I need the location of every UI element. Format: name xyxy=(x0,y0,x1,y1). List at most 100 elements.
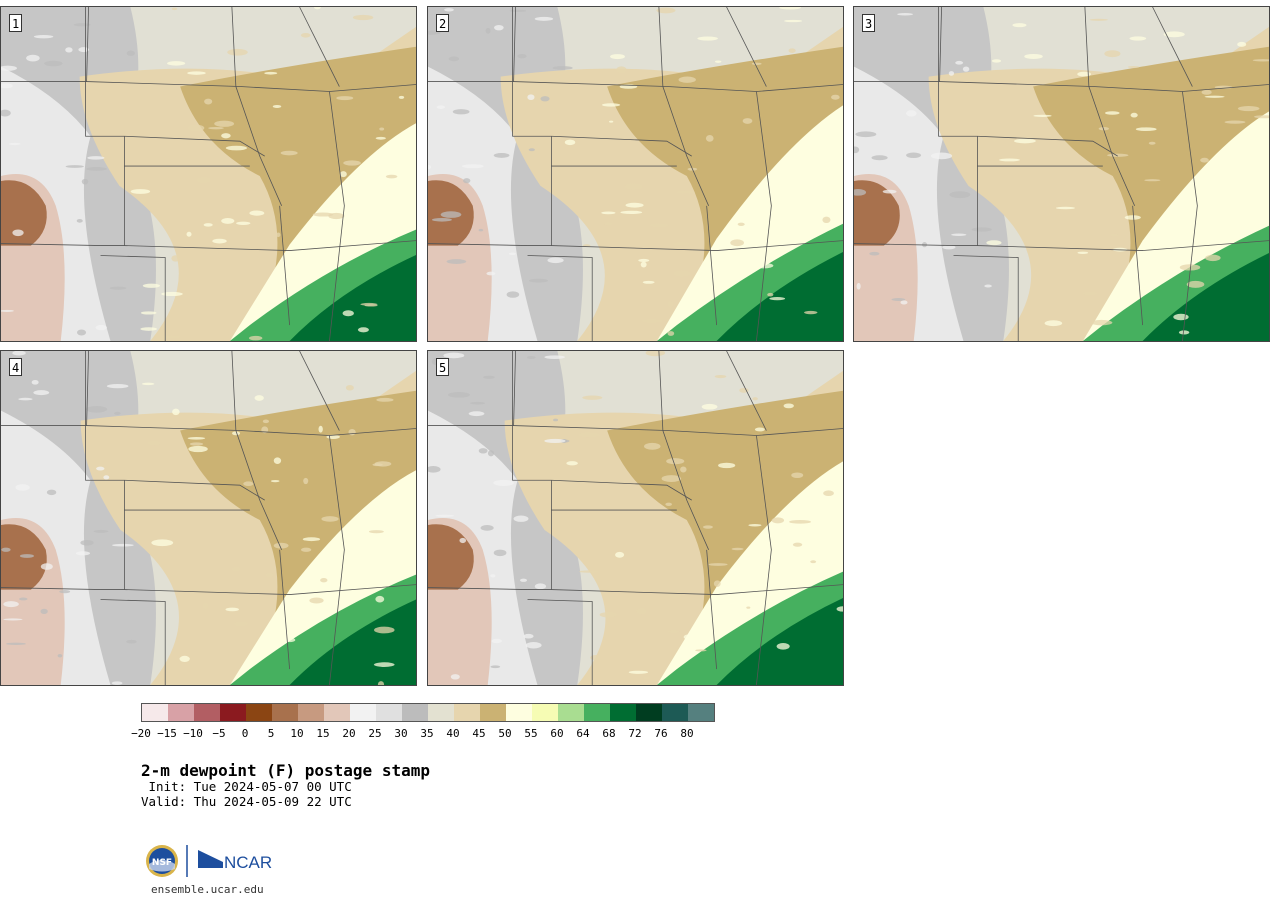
texture-speck xyxy=(188,445,208,453)
colorbar-swatch xyxy=(324,704,350,721)
texture-speck xyxy=(459,537,467,544)
texture-speck xyxy=(85,406,108,413)
texture-speck xyxy=(385,174,398,179)
texture-speck xyxy=(1163,31,1185,38)
texture-speck xyxy=(582,395,603,400)
texture-speck xyxy=(784,19,803,23)
texture-speck xyxy=(1224,120,1246,124)
texture-speck xyxy=(320,577,328,583)
texture-speck xyxy=(702,525,713,529)
panel-number-label: 1 xyxy=(9,14,23,32)
texture-speck xyxy=(140,311,157,315)
texture-speck xyxy=(106,383,129,389)
texture-speck xyxy=(15,484,30,491)
website-url: ensemble.ucar.edu xyxy=(151,883,264,896)
texture-speck xyxy=(599,612,617,618)
texture-speck xyxy=(783,403,794,409)
texture-speck xyxy=(494,24,504,31)
state-boundary xyxy=(124,240,416,251)
texture-speck xyxy=(900,300,908,305)
texture-speck xyxy=(731,547,744,551)
texture-speck xyxy=(792,542,803,547)
state-boundary xyxy=(551,479,692,501)
texture-speck xyxy=(1,83,13,89)
colorbar-swatch xyxy=(168,704,194,721)
state-boundary xyxy=(329,435,345,685)
texture-speck xyxy=(440,211,462,218)
member-panel-5: 5 xyxy=(427,350,844,686)
texture-speck xyxy=(487,450,495,457)
state-boundary xyxy=(1084,7,1136,206)
texture-speck xyxy=(73,23,91,27)
state-boundary xyxy=(428,7,516,82)
texture-speck xyxy=(130,189,151,194)
init-time: Init: Tue 2024-05-07 00 UTC xyxy=(141,779,352,794)
texture-speck xyxy=(1237,105,1260,112)
texture-speck xyxy=(767,292,774,297)
texture-speck xyxy=(452,109,470,115)
texture-speck xyxy=(321,516,339,522)
texture-speck xyxy=(65,47,73,53)
texture-speck xyxy=(942,245,956,250)
texture-speck xyxy=(203,223,213,227)
texture-speck xyxy=(1012,23,1027,28)
panel-number-label: 5 xyxy=(436,358,450,376)
texture-speck xyxy=(769,297,786,301)
texture-speck xyxy=(262,419,270,424)
texture-speck xyxy=(748,524,762,527)
texture-speck xyxy=(167,61,186,66)
texture-speck xyxy=(695,649,707,652)
texture-speck xyxy=(435,514,455,517)
texture-speck xyxy=(78,47,90,53)
state-boundary xyxy=(299,351,340,431)
texture-speck xyxy=(678,76,696,83)
colorbar-swatch xyxy=(688,704,714,721)
dewpoint-map xyxy=(854,7,1269,341)
texture-speck xyxy=(529,278,548,283)
colorbar-swatch xyxy=(142,704,168,721)
texture-speck xyxy=(779,7,802,10)
member-panel-3: 3 xyxy=(853,6,1270,342)
texture-speck xyxy=(1,309,14,312)
texture-speck xyxy=(46,489,57,496)
texture-speck xyxy=(971,227,992,232)
texture-speck xyxy=(1144,179,1161,182)
texture-speck xyxy=(645,351,666,357)
state-boundary xyxy=(1182,91,1198,341)
texture-speck xyxy=(65,165,84,168)
texture-speck xyxy=(343,160,361,166)
texture-speck xyxy=(714,374,727,379)
texture-speck xyxy=(186,231,192,237)
texture-speck xyxy=(76,329,87,336)
state-boundary xyxy=(1152,7,1193,87)
texture-speck xyxy=(1179,264,1201,271)
texture-speck xyxy=(1237,41,1247,47)
nsf-logo: NSF xyxy=(146,845,178,877)
texture-speck xyxy=(642,280,655,284)
texture-speck xyxy=(1124,215,1141,220)
member-panel-2: 2 xyxy=(427,6,844,342)
texture-speck xyxy=(672,242,690,246)
texture-speck xyxy=(708,563,728,566)
state-boundary xyxy=(1132,205,1144,326)
texture-speck xyxy=(615,551,625,558)
panel-number-label: 3 xyxy=(862,14,876,32)
texture-speck xyxy=(854,146,860,154)
texture-speck xyxy=(227,48,248,56)
texture-speck xyxy=(737,222,745,226)
texture-speck xyxy=(264,71,278,75)
texture-speck xyxy=(81,178,89,185)
valid-time: Valid: Thu 2024-05-09 22 UTC xyxy=(141,794,352,809)
texture-speck xyxy=(314,7,321,10)
texture-speck xyxy=(249,335,263,341)
colorbar-swatch xyxy=(194,704,220,721)
texture-speck xyxy=(742,118,753,124)
texture-speck xyxy=(373,662,395,667)
texture-speck xyxy=(746,606,751,609)
texture-speck xyxy=(33,390,50,396)
texture-speck xyxy=(6,642,26,646)
texture-speck xyxy=(1098,127,1110,131)
texture-speck xyxy=(823,490,834,497)
texture-speck xyxy=(656,7,676,14)
state-boundary xyxy=(231,351,283,550)
